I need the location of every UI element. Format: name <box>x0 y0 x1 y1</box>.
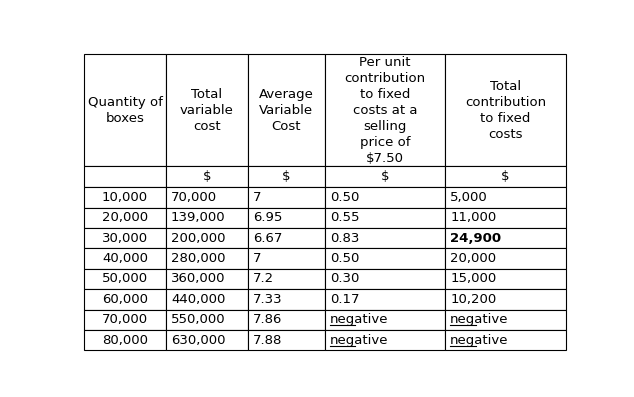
Bar <box>445 208 566 228</box>
Text: 0.50: 0.50 <box>330 191 359 204</box>
Text: 7.88: 7.88 <box>253 333 282 347</box>
Bar <box>166 54 248 166</box>
Bar <box>166 187 248 208</box>
Bar <box>166 166 248 187</box>
Text: 0.55: 0.55 <box>330 211 359 224</box>
Text: $: $ <box>501 170 510 183</box>
Bar <box>84 228 166 249</box>
Text: 60,000: 60,000 <box>102 293 148 306</box>
Text: negative: negative <box>450 313 508 326</box>
Text: 40,000: 40,000 <box>102 252 148 265</box>
Bar <box>325 289 445 310</box>
Text: Total
variable
cost: Total variable cost <box>180 88 234 133</box>
Bar <box>325 228 445 249</box>
Bar <box>325 269 445 289</box>
Text: Average
Variable
Cost: Average Variable Cost <box>259 88 314 133</box>
Bar <box>248 330 325 350</box>
Text: 20,000: 20,000 <box>450 252 496 265</box>
Text: negative: negative <box>450 333 508 347</box>
Bar <box>325 310 445 330</box>
Text: 0.30: 0.30 <box>330 272 359 285</box>
Text: 7.33: 7.33 <box>253 293 282 306</box>
Bar <box>84 289 166 310</box>
Text: 550,000: 550,000 <box>171 313 226 326</box>
Bar <box>248 310 325 330</box>
Text: 6.95: 6.95 <box>253 211 282 224</box>
Bar <box>325 208 445 228</box>
Bar <box>84 187 166 208</box>
Text: 70,000: 70,000 <box>102 313 148 326</box>
Text: $: $ <box>381 170 389 183</box>
Text: Quantity of
boxes: Quantity of boxes <box>87 96 162 125</box>
Bar <box>166 289 248 310</box>
Bar <box>84 330 166 350</box>
Bar <box>166 269 248 289</box>
Text: $: $ <box>282 170 290 183</box>
Bar <box>248 166 325 187</box>
Text: 360,000: 360,000 <box>171 272 226 285</box>
Bar <box>84 166 166 187</box>
Text: 0.17: 0.17 <box>330 293 359 306</box>
Bar <box>166 228 248 249</box>
Text: negative: negative <box>330 313 389 326</box>
Bar <box>166 330 248 350</box>
Text: 7: 7 <box>253 191 261 204</box>
Text: Per unit
contribution
to fixed
costs at a
selling
price of
$7.50: Per unit contribution to fixed costs at … <box>344 56 425 165</box>
Text: 280,000: 280,000 <box>171 252 226 265</box>
Bar <box>248 269 325 289</box>
Text: 70,000: 70,000 <box>171 191 217 204</box>
Text: 440,000: 440,000 <box>171 293 225 306</box>
Text: $: $ <box>203 170 211 183</box>
Text: 0.50: 0.50 <box>330 252 359 265</box>
Text: 10,000: 10,000 <box>102 191 148 204</box>
Text: 10,200: 10,200 <box>450 293 496 306</box>
Bar <box>445 269 566 289</box>
Bar <box>445 249 566 269</box>
Bar <box>248 208 325 228</box>
Bar <box>248 249 325 269</box>
Bar <box>166 249 248 269</box>
Text: 0.83: 0.83 <box>330 232 359 245</box>
Text: 20,000: 20,000 <box>102 211 148 224</box>
Bar <box>445 289 566 310</box>
Bar <box>166 310 248 330</box>
Text: 6.67: 6.67 <box>253 232 282 245</box>
Bar <box>84 54 166 166</box>
Text: 24,900: 24,900 <box>450 232 501 245</box>
Text: 5,000: 5,000 <box>450 191 488 204</box>
Text: 630,000: 630,000 <box>171 333 226 347</box>
Text: 50,000: 50,000 <box>102 272 148 285</box>
Text: 80,000: 80,000 <box>102 333 148 347</box>
Bar <box>325 330 445 350</box>
Text: 7: 7 <box>253 252 261 265</box>
Text: 15,000: 15,000 <box>450 272 496 285</box>
Text: negative: negative <box>330 333 389 347</box>
Bar <box>445 228 566 249</box>
Text: 7.2: 7.2 <box>253 272 274 285</box>
Bar <box>445 187 566 208</box>
Bar <box>248 54 325 166</box>
Bar <box>445 310 566 330</box>
Bar <box>325 166 445 187</box>
Text: 139,000: 139,000 <box>171 211 226 224</box>
Bar <box>248 228 325 249</box>
Bar <box>325 187 445 208</box>
Text: 30,000: 30,000 <box>102 232 148 245</box>
Bar <box>248 289 325 310</box>
Bar <box>248 187 325 208</box>
Text: 11,000: 11,000 <box>450 211 496 224</box>
Bar <box>84 269 166 289</box>
Bar <box>445 166 566 187</box>
Bar <box>166 208 248 228</box>
Bar <box>445 330 566 350</box>
Bar <box>445 54 566 166</box>
Bar <box>84 310 166 330</box>
Text: 200,000: 200,000 <box>171 232 226 245</box>
Bar <box>84 249 166 269</box>
Bar <box>325 54 445 166</box>
Bar <box>325 249 445 269</box>
Text: Total
contribution
to fixed
costs: Total contribution to fixed costs <box>465 79 546 141</box>
Bar <box>84 208 166 228</box>
Text: 7.86: 7.86 <box>253 313 282 326</box>
